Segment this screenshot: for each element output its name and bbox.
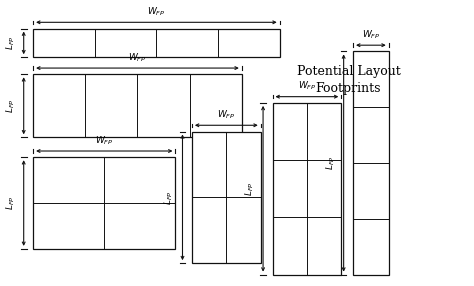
Bar [192, 132, 261, 263]
Text: $L_{FP}$: $L_{FP}$ [244, 182, 256, 196]
Text: $W_{FP}$: $W_{FP}$ [298, 80, 316, 92]
Bar [33, 157, 175, 249]
Text: $L_{FP}$: $L_{FP}$ [163, 190, 175, 204]
Bar [273, 103, 341, 275]
Text: $L_{FP}$: $L_{FP}$ [4, 196, 17, 210]
Text: $W_{FP}$: $W_{FP}$ [95, 134, 113, 147]
Bar [33, 74, 242, 137]
Text: $L_{FP}$: $L_{FP}$ [4, 36, 17, 50]
Text: $W_{FP}$: $W_{FP}$ [217, 108, 236, 121]
Text: $L_{FP}$: $L_{FP}$ [4, 99, 17, 113]
Bar [353, 51, 389, 275]
Text: Potential Layout
Footprints: Potential Layout Footprints [297, 65, 400, 95]
Text: $W_{FP}$: $W_{FP}$ [147, 5, 165, 18]
Text: $L_{FP}$: $L_{FP}$ [324, 156, 337, 170]
Text: $W_{FP}$: $W_{FP}$ [362, 28, 380, 41]
Bar [33, 29, 280, 57]
Text: $W_{FP}$: $W_{FP}$ [128, 51, 146, 64]
